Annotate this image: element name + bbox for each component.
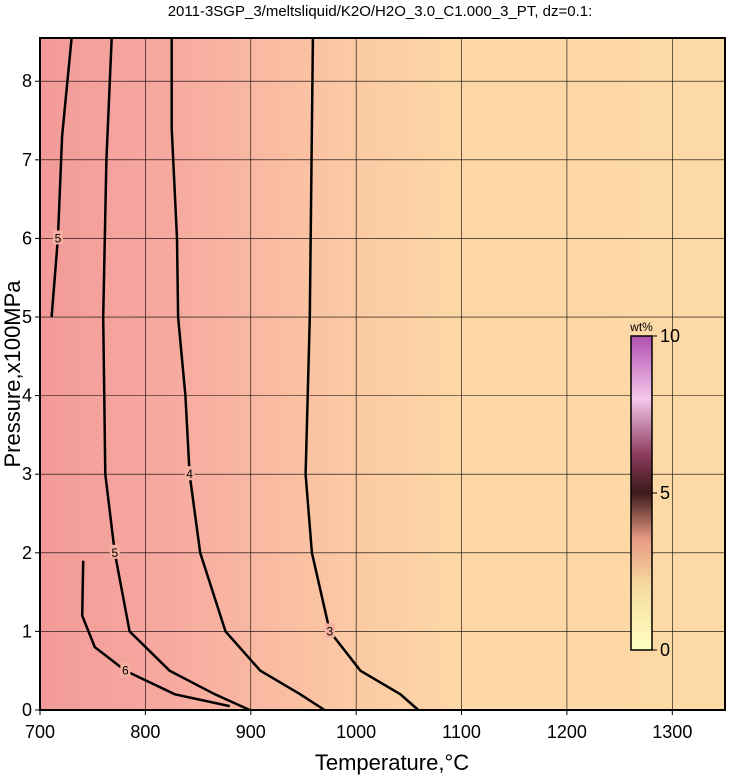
colorbar-tick-label: 0 [660, 640, 670, 660]
contour-label: 6 [122, 664, 129, 678]
x-tick-label: 1000 [336, 722, 376, 742]
contour-label-bg [324, 623, 335, 638]
y-tick-label: 8 [22, 71, 32, 91]
contour-label: 5 [111, 546, 118, 560]
y-tick-label: 7 [22, 150, 32, 170]
x-tick-label: 1100 [442, 722, 481, 742]
contour-label: 5 [55, 231, 62, 245]
y-tick-label: 2 [22, 543, 32, 563]
x-tick-label: 1200 [547, 722, 587, 742]
colorbar-tick-label: 5 [660, 483, 670, 503]
y-tick-label: 3 [22, 464, 32, 484]
contour-line [50, 37, 73, 318]
contour-label-bg [109, 544, 120, 559]
x-tick-label: 900 [236, 722, 266, 742]
colorbar-label: wt% [629, 320, 653, 334]
chart-title: 2011-3SGP_3/meltsliquid/K2O/H2O_3.0_C1.0… [168, 3, 593, 20]
contour-line [304, 37, 420, 711]
contour-line [80, 560, 230, 708]
x-tick-label: 700 [25, 722, 55, 742]
y-tick-label: 6 [22, 228, 32, 248]
x-axis-label: Temperature,°C [315, 750, 469, 775]
contour-label-bg [184, 466, 195, 481]
plot-frame [39, 37, 726, 711]
colorbar-tick-label: 10 [660, 326, 680, 346]
contour-label: 4 [186, 467, 193, 481]
y-tick-label: 5 [22, 307, 32, 327]
plot-background [40, 38, 725, 710]
y-tick-label: 4 [22, 386, 32, 406]
colorbar [630, 335, 653, 651]
contour-label-bg [120, 662, 131, 677]
y-axis-label: Pressure,x100MPa [0, 280, 25, 468]
y-tick-label: 1 [22, 621, 32, 641]
y-tick-label: 0 [22, 700, 32, 720]
x-tick-label: 1300 [652, 722, 692, 742]
contour-label-bg [52, 230, 63, 245]
x-tick-label: 800 [130, 722, 160, 742]
contour-label: 3 [326, 624, 333, 638]
